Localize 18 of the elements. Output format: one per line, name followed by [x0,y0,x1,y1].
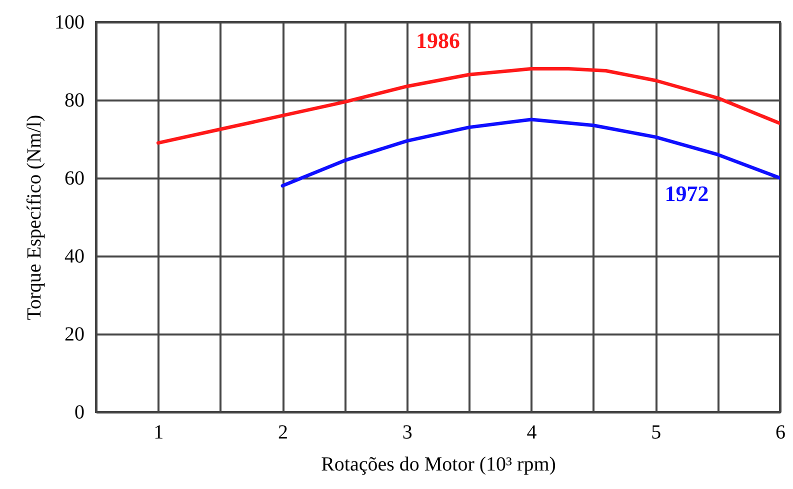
y-tick-label: 20 [64,324,84,346]
y-tick-label: 60 [64,168,84,190]
y-tick-label: 40 [64,246,84,268]
x-tick-label: 2 [278,422,288,444]
y-tick-label: 80 [64,90,84,112]
x-tick-label: 3 [402,422,412,444]
y-axis-title: Torque Específico (Nm/l) [24,114,46,320]
series-label: 1972 [664,181,709,206]
x-tick-label: 6 [776,422,786,444]
y-tick-label: 100 [54,12,84,34]
x-tick-label: 4 [526,422,537,444]
x-axis-title: Rotações do Motor (10³ rpm) [321,454,556,476]
line-series [280,118,780,188]
y-tick-label: 0 [74,402,84,424]
line-series [156,67,780,145]
x-tick-label: 1 [154,422,164,444]
x-tick-label: 5 [651,422,662,444]
series-label: 1986 [416,28,460,53]
